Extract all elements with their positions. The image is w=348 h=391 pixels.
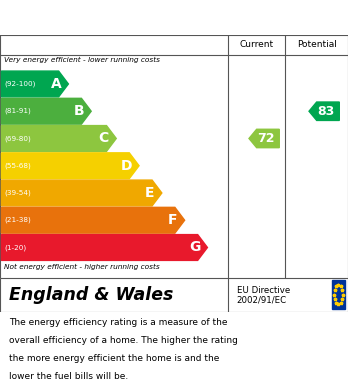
Polygon shape [1,207,185,233]
Polygon shape [1,235,207,260]
Text: (69-80): (69-80) [4,135,31,142]
Polygon shape [1,98,91,124]
Text: (21-38): (21-38) [4,217,31,224]
Text: overall efficiency of a home. The higher the rating: overall efficiency of a home. The higher… [9,336,238,345]
Bar [332,280,345,309]
Text: The energy efficiency rating is a measure of the: The energy efficiency rating is a measur… [9,318,227,327]
Text: (81-91): (81-91) [4,108,31,115]
Text: the more energy efficient the home is and the: the more energy efficient the home is an… [9,354,219,363]
Polygon shape [1,153,139,179]
Text: (55-68): (55-68) [4,163,31,169]
Text: D: D [121,159,132,173]
Text: E: E [144,186,154,200]
Text: A: A [50,77,61,91]
Text: Not energy efficient - higher running costs: Not energy efficient - higher running co… [4,264,160,270]
Polygon shape [1,126,116,151]
Polygon shape [1,71,68,97]
Text: G: G [189,240,200,255]
Text: B: B [73,104,84,118]
Polygon shape [249,129,279,148]
Text: 2002/91/EC: 2002/91/EC [237,296,287,305]
Text: C: C [98,131,109,145]
Polygon shape [309,102,339,120]
Text: EU Directive: EU Directive [237,286,290,295]
Text: Very energy efficient - lower running costs: Very energy efficient - lower running co… [4,57,160,63]
Text: Current: Current [239,40,274,49]
Text: lower the fuel bills will be.: lower the fuel bills will be. [9,371,128,380]
Text: 72: 72 [258,132,275,145]
Text: 83: 83 [318,105,335,118]
Text: F: F [167,213,177,227]
Text: England & Wales: England & Wales [9,285,173,304]
Text: Energy Efficiency Rating: Energy Efficiency Rating [9,11,219,26]
Polygon shape [1,180,162,206]
Text: Potential: Potential [297,40,337,49]
Text: (39-54): (39-54) [4,190,31,196]
Text: (1-20): (1-20) [4,244,26,251]
Text: (92-100): (92-100) [4,81,35,87]
